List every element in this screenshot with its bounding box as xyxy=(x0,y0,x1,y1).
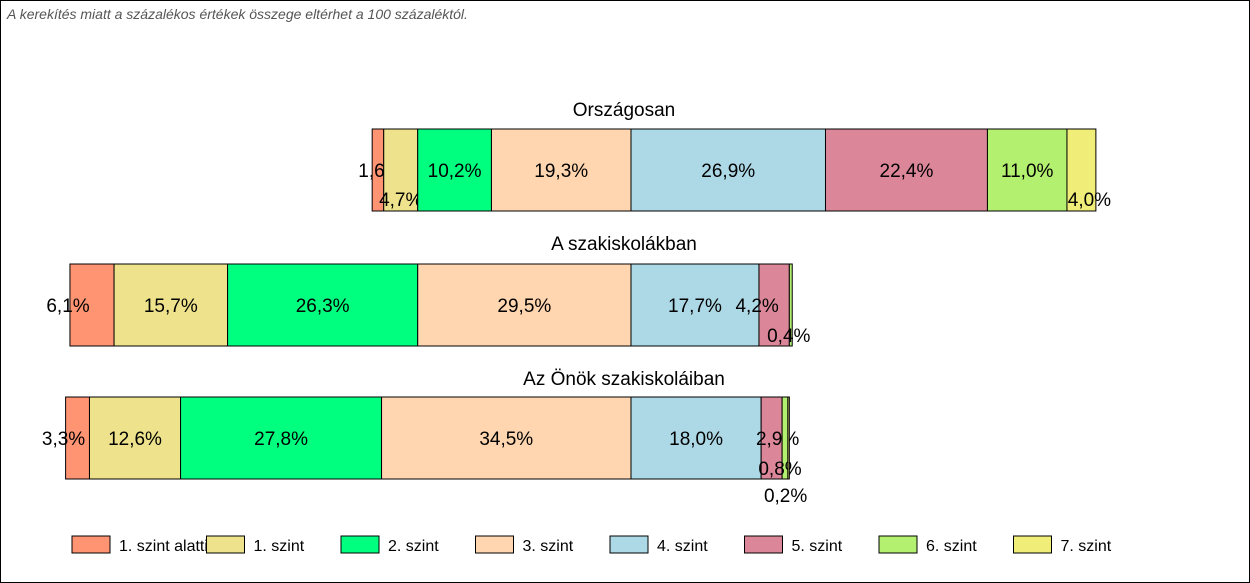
data-label: 19,3% xyxy=(534,161,588,182)
legend-label: 2. szint xyxy=(388,538,439,555)
bar-segment xyxy=(417,128,492,212)
legend-label: 1. szint alatti xyxy=(119,538,208,555)
data-label: 4,0% xyxy=(1068,190,1111,211)
row-title: A szakiskolákban xyxy=(551,234,697,255)
bar-segment xyxy=(227,263,419,347)
data-label: 6,1% xyxy=(46,296,89,317)
data-label: 3,3% xyxy=(42,429,85,450)
data-label: 12,6% xyxy=(108,429,162,450)
bar-segment xyxy=(630,396,762,480)
bar-segment xyxy=(788,263,793,347)
legend-label: 4. szint xyxy=(657,538,708,555)
legend-item: 6. szint xyxy=(878,535,977,555)
legend-swatch xyxy=(878,535,918,554)
bar-segment xyxy=(824,128,988,212)
legend-item: 1. szint xyxy=(206,535,305,555)
bar-segment xyxy=(630,128,826,212)
bar-segment xyxy=(383,128,419,212)
data-label: 15,7% xyxy=(144,296,198,317)
legend-item: 4. szint xyxy=(609,535,708,555)
bar-row: A szakiskolákban 6,1% 15,7% 26,3% 29,5% 17,7%… xyxy=(46,234,810,347)
data-label: 10,2% xyxy=(428,161,482,182)
legend-item: 1. szint alatti xyxy=(71,535,208,555)
legend-swatch xyxy=(475,535,514,554)
legend-swatch xyxy=(1013,535,1052,554)
data-label: 4,7% xyxy=(379,190,422,211)
legend-label: 5. szint xyxy=(792,538,843,555)
legend-item: 7. szint xyxy=(1013,535,1112,555)
data-label: 4,2% xyxy=(735,296,778,317)
data-label: 0,8% xyxy=(758,459,801,480)
bar-segment xyxy=(180,396,383,480)
data-label: 29,5% xyxy=(497,296,551,317)
bar-row: Az Önök szakiskoláiban 3,3% 12,6% 27,8% 34,5… xyxy=(42,369,807,507)
row-title: Országosan xyxy=(573,100,675,121)
legend-label: 6. szint xyxy=(926,538,977,555)
bar-segment xyxy=(1066,128,1097,212)
data-label: 34,5% xyxy=(479,429,533,450)
legend-swatch xyxy=(340,535,380,554)
data-label: 22,4% xyxy=(880,161,934,182)
legend-label: 1. szint xyxy=(254,538,305,555)
data-label: 17,7% xyxy=(668,296,722,317)
data-label: 0,2% xyxy=(764,486,807,507)
legend-swatch xyxy=(609,535,649,554)
bar-segment xyxy=(69,263,115,347)
legend-swatch xyxy=(206,535,245,554)
legend-item: 2. szint xyxy=(340,535,439,555)
data-label: 11,0% xyxy=(1001,161,1054,182)
rounding-note: A kerekítés miatt a százalékos értékek ö… xyxy=(7,6,468,22)
bar-segment xyxy=(113,263,229,347)
bar-segment xyxy=(630,263,760,347)
data-label: 18,0% xyxy=(669,429,723,450)
data-label: 26,9% xyxy=(701,161,755,182)
legend-swatch xyxy=(744,535,783,554)
bar-segment xyxy=(490,128,632,212)
data-label: 26,3% xyxy=(296,296,350,317)
legend-swatch xyxy=(71,535,111,554)
legend-item: 5. szint xyxy=(744,535,843,555)
data-label: 2,9% xyxy=(756,429,799,450)
data-label: 27,8% xyxy=(254,429,308,450)
bar-segment xyxy=(381,396,632,480)
bar-segment xyxy=(986,128,1068,212)
legend-label: 3. szint xyxy=(523,538,574,555)
data-label: 0,4% xyxy=(767,326,810,347)
legend-item: 3. szint xyxy=(475,535,574,555)
bar-segment xyxy=(787,396,790,480)
legend: 1. szint alatti 1. szint 2. szint 3. szint 4… xyxy=(71,535,1112,555)
row-title: Az Önök szakiskoláiban xyxy=(523,369,725,390)
legend-label: 7. szint xyxy=(1061,538,1112,555)
bar-segment xyxy=(88,396,182,480)
